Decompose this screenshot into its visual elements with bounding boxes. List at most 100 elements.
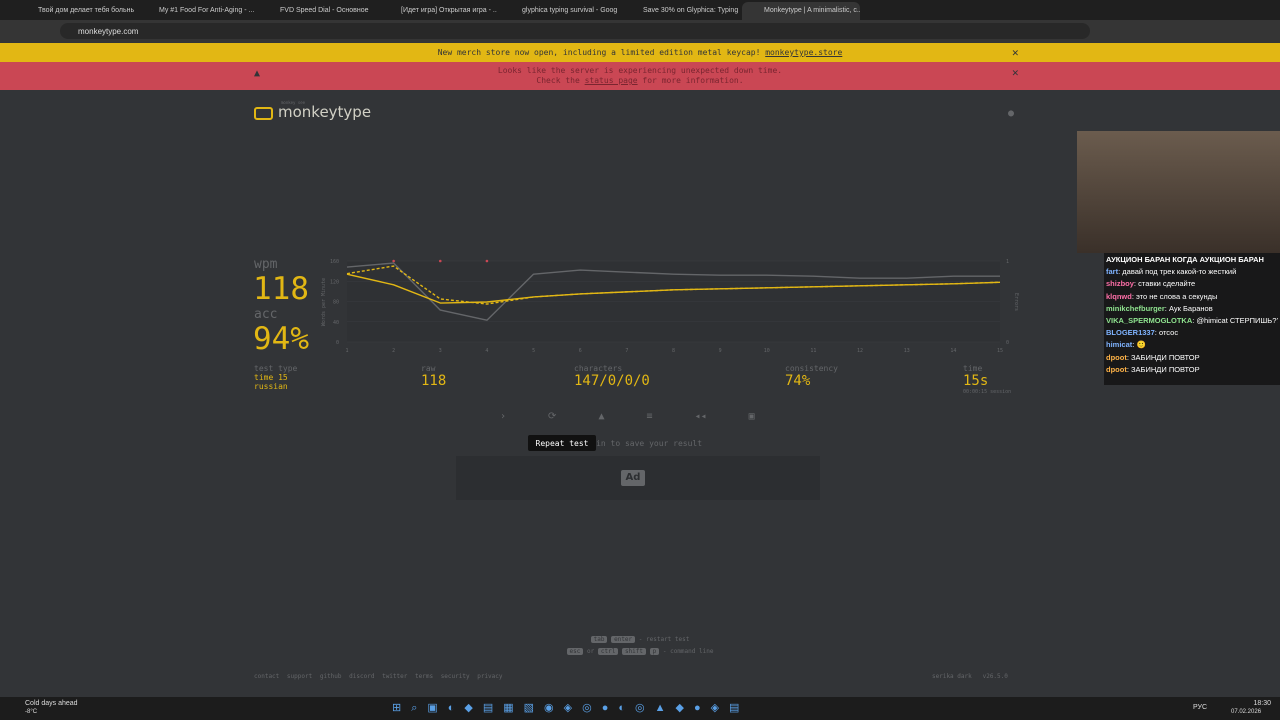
x-tick-label: 5 xyxy=(532,348,535,354)
banner-line: Check the status page for more informati… xyxy=(0,76,1280,86)
merch-banner: New merch store now open, including a li… xyxy=(0,43,1280,62)
x-tick-label: 12 xyxy=(857,348,863,354)
y2-tick-label: 1 xyxy=(1006,259,1009,265)
browser-tab[interactable]: Твой дом делает тебя больным... xyxy=(38,7,134,14)
stat-value: 147/0/0/0 xyxy=(574,373,650,389)
chat-message: dpoot: ЗАБИНДИ ПОВТОР xyxy=(1106,364,1200,374)
y-axis-title: Words per Minute xyxy=(321,278,327,326)
stat-label: raw xyxy=(421,364,436,373)
y-tick-label: 80 xyxy=(333,300,339,306)
key-cap: shift xyxy=(621,648,646,655)
chat-message: klqnwd: это не слова а секунды xyxy=(1106,291,1218,301)
stat-label: consistency xyxy=(785,364,838,373)
chat-message: minikchefburger: Аук Баранов xyxy=(1106,303,1213,313)
footer-link[interactable]: github xyxy=(319,673,342,680)
chat-user: himicat xyxy=(1106,340,1133,350)
server-banner: Looks like the server is experiencing un… xyxy=(0,62,1280,90)
browser-tab[interactable]: Save 30% on Glyphica: Typing ... xyxy=(643,7,739,14)
banner-text: New merch store now open, including a li… xyxy=(437,48,761,57)
y-tick-label: 0 xyxy=(336,340,339,346)
close-button[interactable]: ✕ xyxy=(1012,66,1019,79)
footer-link[interactable]: discord xyxy=(349,673,375,680)
version-link[interactable]: v26.5.0 xyxy=(982,673,1008,680)
chat-user: VIKA_SPERMOGLOTKA xyxy=(1106,315,1193,325)
wpm-label: wpm xyxy=(254,257,278,272)
y2-axis-title: Errors xyxy=(1013,293,1019,311)
footer-link[interactable]: privacy xyxy=(477,673,503,680)
ad-box: Ad xyxy=(456,456,820,500)
footer-link[interactable]: terms xyxy=(415,673,434,680)
chat-user: klqnwd xyxy=(1106,291,1132,301)
browser-tab[interactable]: My #1 Food For Anti-Aging - ... xyxy=(159,7,255,14)
banner-text: for more information. xyxy=(642,76,744,85)
chat-text: ЗАБИНДИ ПОВТОР xyxy=(1131,352,1200,362)
banner-line: Looks like the server is experiencing un… xyxy=(497,66,783,75)
stat-group: test type time 15 russian xyxy=(254,364,297,391)
banner-link[interactable]: monkeytype.store xyxy=(765,48,843,57)
chat-user: shizboy xyxy=(1106,279,1134,289)
stat-value: 00:00:15 session xyxy=(963,389,1012,395)
browser-tab[interactable]: FVD Speed Dial - Основное xyxy=(280,7,369,14)
browser-tab[interactable]: glyphica typing survival - Goog... xyxy=(522,7,618,14)
x-tick-label: 2 xyxy=(392,348,395,354)
stat-group: raw 118 xyxy=(421,364,446,389)
url-field[interactable]: monkeytype.com xyxy=(60,23,1090,39)
taskbar-icons[interactable]: ⊞⌕▣◐◆▤▦▧◉◈◎●◐◎▲◆●◈▤ xyxy=(392,702,750,714)
x-tick-label: 7 xyxy=(625,348,628,354)
chat-text: ЗАБИНДИ ПОВТОР xyxy=(1131,364,1200,374)
footer-link[interactable]: support xyxy=(286,673,313,680)
status-link[interactable]: status page xyxy=(584,76,638,85)
logo-icon[interactable] xyxy=(254,107,273,120)
action-buttons: › ⟳ ▲ ≡ ◂◂ ▣ xyxy=(500,411,755,422)
chat-text: давай под трек какой-то жесткий xyxy=(1122,267,1237,277)
notifications-icon[interactable]: ● xyxy=(1008,108,1015,119)
stat-label: test type xyxy=(254,364,298,373)
stat-label: characters xyxy=(574,364,623,373)
stat-value: 74% xyxy=(785,373,811,389)
footer-link[interactable]: contact xyxy=(254,673,280,680)
acc-label: acc xyxy=(254,307,278,322)
footer-link[interactable]: twitter xyxy=(382,673,408,680)
key-cap: enter xyxy=(611,636,636,643)
footer-link[interactable]: security xyxy=(440,673,470,680)
chat-title: АУКЦИОН БАРАН КОГДА АУКЦИОН БАРАН xyxy=(1106,255,1264,264)
warning-icon: ▲ xyxy=(254,68,261,79)
x-tick-label: 11 xyxy=(810,348,816,354)
sign-in-note[interactable]: Sign in to save your result xyxy=(572,439,703,448)
x-tick-label: 15 xyxy=(997,348,1003,354)
x-tick-label: 8 xyxy=(672,348,675,354)
stat-value: time 15 xyxy=(254,373,288,382)
ad-label: Ad xyxy=(621,470,645,486)
webcam-overlay xyxy=(1077,131,1280,253)
browser-tab[interactable]: [Идет игра] Открытая игра - ... xyxy=(401,7,497,14)
close-button[interactable]: ✕ xyxy=(1012,46,1019,59)
chat-text: отсос xyxy=(1158,328,1179,338)
stat-value: 118 xyxy=(421,373,447,389)
chat-message: shizboy: ставки сделайте xyxy=(1106,279,1196,289)
clock-time: 18:30 xyxy=(1253,700,1271,707)
footer-links: contact support github discord twitter t… xyxy=(254,673,503,680)
theme-link[interactable]: serika dark xyxy=(932,673,972,680)
stat-group: consistency 74% xyxy=(785,364,838,389)
stat-value: russian xyxy=(254,382,288,391)
chat-text: это не слова а секунды xyxy=(1136,291,1218,301)
acc-value: 94% xyxy=(253,321,309,357)
x-tick-label: 14 xyxy=(950,348,956,354)
chat-user: minikchefburger xyxy=(1106,303,1165,313)
y-tick-label: 160 xyxy=(330,259,339,265)
tooltip: Repeat test xyxy=(528,435,596,451)
banner-text: Check the xyxy=(536,76,580,85)
x-tick-label: 3 xyxy=(439,348,442,354)
logo-text[interactable]: monkeytype xyxy=(278,103,372,121)
wpm-value: 118 xyxy=(253,271,309,307)
x-tick-label: 1 xyxy=(345,348,348,354)
hint-text: or xyxy=(587,648,595,655)
restart-hint: tab enter - restart test xyxy=(0,636,1280,643)
hint-text: - restart test xyxy=(638,636,690,643)
key-cap: esc xyxy=(566,648,584,655)
browser-tab[interactable]: Monkeytype | A minimalistic, c... xyxy=(742,2,860,20)
language[interactable]: РУС xyxy=(1193,704,1208,711)
